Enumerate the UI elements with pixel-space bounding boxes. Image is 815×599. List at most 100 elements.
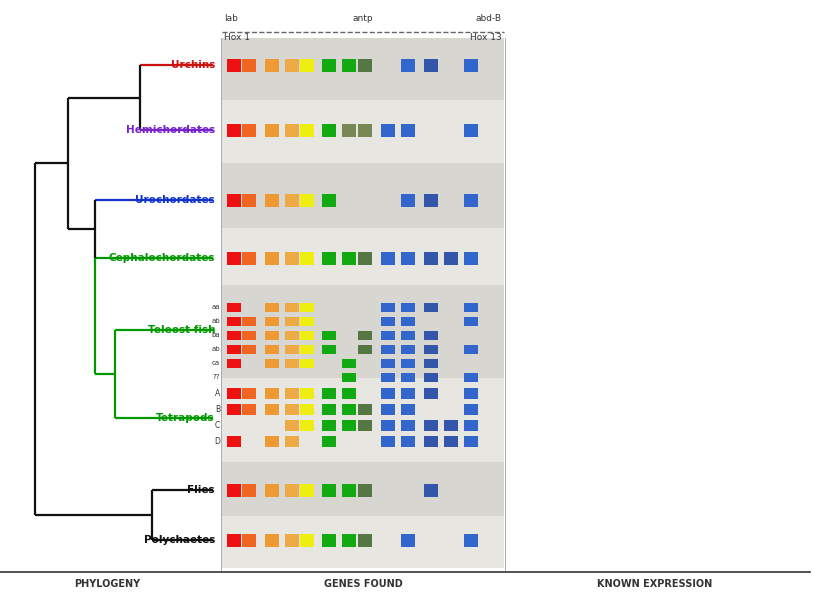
Text: Tetrapods: Tetrapods <box>156 413 215 423</box>
Bar <box>424 302 438 311</box>
Bar <box>381 373 395 382</box>
Bar <box>401 419 415 431</box>
Text: Flies: Flies <box>187 485 215 495</box>
Bar <box>227 404 241 415</box>
Bar <box>381 388 395 398</box>
Bar <box>285 483 299 497</box>
Bar <box>342 534 356 546</box>
Bar <box>401 435 415 446</box>
Bar <box>322 331 336 340</box>
Bar <box>464 59 478 71</box>
Bar <box>381 358 395 368</box>
Bar <box>300 358 314 368</box>
Bar <box>300 302 314 311</box>
Bar <box>222 378 504 462</box>
Bar <box>358 59 372 71</box>
Bar <box>285 59 299 71</box>
Bar <box>381 331 395 340</box>
Bar <box>401 331 415 340</box>
Bar <box>381 302 395 311</box>
Bar <box>222 228 504 285</box>
Bar <box>509 25 810 570</box>
Bar <box>300 252 314 265</box>
Bar <box>265 358 279 368</box>
Bar <box>464 388 478 398</box>
Bar <box>242 534 256 546</box>
Bar <box>222 163 504 228</box>
Bar <box>265 123 279 137</box>
Bar <box>227 193 241 207</box>
Bar <box>464 534 478 546</box>
Bar <box>424 373 438 382</box>
Bar <box>300 483 314 497</box>
Bar <box>265 344 279 353</box>
Bar <box>342 419 356 431</box>
Bar <box>381 344 395 353</box>
Text: B: B <box>215 404 220 413</box>
Text: GENES FOUND: GENES FOUND <box>324 579 403 589</box>
Text: Teleost fish: Teleost fish <box>148 325 215 335</box>
Bar <box>265 302 279 311</box>
Bar <box>285 435 299 446</box>
Bar <box>358 344 372 353</box>
Bar <box>424 388 438 398</box>
Bar <box>322 344 336 353</box>
Bar <box>424 419 438 431</box>
Bar <box>444 419 458 431</box>
Bar <box>464 193 478 207</box>
Bar <box>300 193 314 207</box>
Bar <box>285 316 299 325</box>
Bar <box>464 373 478 382</box>
Bar <box>401 404 415 415</box>
Bar <box>265 59 279 71</box>
Bar <box>401 344 415 353</box>
Text: antp: antp <box>353 14 373 23</box>
Bar <box>227 534 241 546</box>
Bar <box>342 483 356 497</box>
Bar <box>300 404 314 415</box>
Bar <box>322 59 336 71</box>
Bar <box>222 100 504 163</box>
Bar <box>222 285 504 378</box>
Text: Urochordates: Urochordates <box>135 195 215 205</box>
Text: Hox 1: Hox 1 <box>224 33 250 42</box>
Bar <box>242 59 256 71</box>
Text: KNOWN EXPRESSION: KNOWN EXPRESSION <box>597 579 712 589</box>
Bar <box>242 316 256 325</box>
Text: aa: aa <box>212 304 220 310</box>
Bar <box>381 435 395 446</box>
Bar <box>381 252 395 265</box>
Bar <box>424 252 438 265</box>
Text: D: D <box>214 437 220 446</box>
Bar <box>285 358 299 368</box>
Text: ca: ca <box>212 360 220 366</box>
Text: PHYLOGENY: PHYLOGENY <box>74 579 140 589</box>
Bar <box>227 252 241 265</box>
Bar <box>401 388 415 398</box>
Bar <box>322 435 336 446</box>
Bar <box>285 388 299 398</box>
Bar <box>358 534 372 546</box>
Bar <box>464 252 478 265</box>
Text: ??: ?? <box>213 374 220 380</box>
Text: A: A <box>214 389 220 398</box>
Bar <box>227 123 241 137</box>
Bar <box>300 59 314 71</box>
Bar <box>300 419 314 431</box>
Bar <box>285 123 299 137</box>
Bar <box>300 123 314 137</box>
Bar <box>464 316 478 325</box>
Bar <box>401 316 415 325</box>
Bar <box>381 316 395 325</box>
Bar <box>358 419 372 431</box>
Bar <box>285 193 299 207</box>
Bar <box>401 123 415 137</box>
Text: Cephalochordates: Cephalochordates <box>108 253 215 263</box>
Bar <box>358 404 372 415</box>
Bar <box>300 316 314 325</box>
Bar <box>464 435 478 446</box>
Bar <box>227 59 241 71</box>
Bar <box>265 435 279 446</box>
Bar <box>342 388 356 398</box>
Bar <box>381 123 395 137</box>
